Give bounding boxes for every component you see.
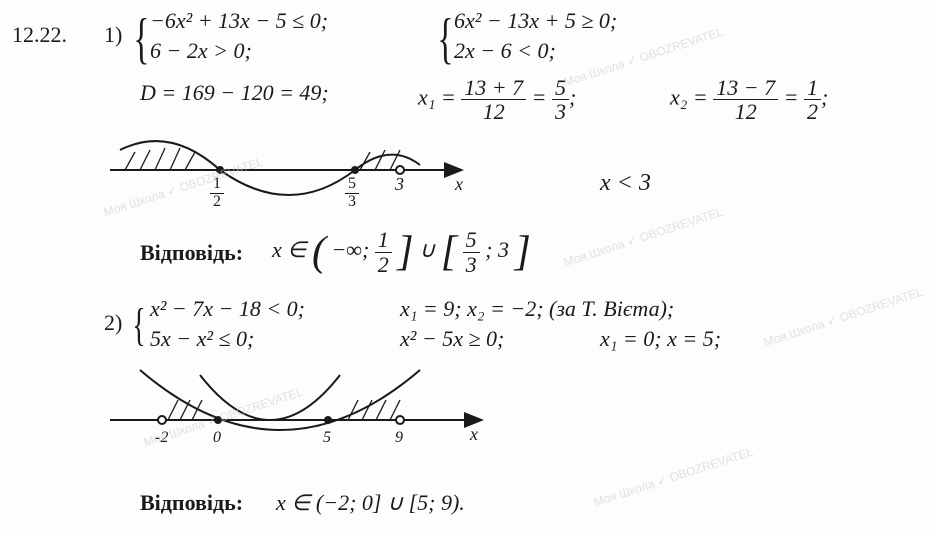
p1-sys-left-1: −6x² + 13x − 5 ≤ 0; (150, 8, 328, 34)
p1-numberline: x 3 (100, 130, 480, 220)
frac-den: 12 (713, 100, 778, 123)
frac-den: 3 (345, 194, 359, 211)
p2-roots2: x₁ = 0; x = 5; (600, 326, 721, 352)
p2-roots1: x₁ = 9; x₂ = −2; (за Т. Вієта); (400, 296, 674, 322)
frac-den: 3 (552, 100, 569, 123)
p1-x2: x₂ = 13 − 712 = 12; (670, 76, 828, 123)
svg-text:x: x (454, 174, 463, 194)
p2-answer-label: Відповідь: (140, 490, 243, 516)
text: ; 3 (485, 237, 509, 262)
part2-label: 2) (104, 310, 122, 336)
p2-sys-2: 5x − x² ≤ 0; (150, 326, 254, 352)
text: x₂ = (670, 85, 708, 110)
svg-text:x: x (469, 424, 478, 444)
text: x₁ = (418, 85, 456, 110)
text: ∪ (419, 237, 435, 262)
page: 12.22. 1) { −6x² + 13x − 5 ≤ 0; 6 − 2x >… (0, 0, 936, 536)
p1-answer-label: Відповідь: (140, 240, 243, 266)
frac-den: 3 (463, 253, 480, 276)
svg-text:3: 3 (394, 174, 404, 194)
svg-text:-2: -2 (155, 429, 168, 446)
frac-den: 12 (461, 100, 526, 123)
text: = (784, 85, 799, 110)
p1-side-note: x < 3 (600, 170, 651, 197)
frac-num: 13 + 7 (461, 76, 526, 100)
p1-x1: x₁ = 13 + 712 = 53; (418, 76, 576, 123)
svg-text:0: 0 (213, 429, 221, 446)
text: x ∈ (272, 237, 306, 262)
part1-label: 1) (104, 22, 122, 48)
frac-den: 2 (804, 100, 821, 123)
bracket-icon: ] (397, 229, 413, 275)
text: = (532, 85, 547, 110)
p1-answer-expr: x ∈ ( −∞; 12 ] ∪ [ 53 ; 3 ] (272, 228, 531, 276)
frac-num: 5 (463, 228, 480, 252)
frac-num: 1 (210, 176, 224, 194)
frac-den: 2 (210, 194, 224, 211)
p1-tick1: 12 (210, 176, 224, 211)
frac-num: 5 (552, 76, 569, 100)
text: −∞; (331, 237, 369, 262)
p2-numberline: -2 0 5 9 x (100, 360, 500, 470)
p1-sys-right-2: 2x − 6 < 0; (454, 38, 556, 64)
svg-text:5: 5 (323, 429, 331, 446)
text: ; (569, 85, 576, 110)
p2-sys-1: x² − 7x − 18 < 0; (150, 296, 305, 322)
p1-sys-left-2: 6 − 2x > 0; (150, 38, 252, 64)
bracket-icon: [ (441, 229, 457, 275)
p2-transform: x² − 5x ≥ 0; (400, 326, 504, 352)
problem-number: 12.22. (12, 22, 67, 48)
frac-num: 13 − 7 (713, 76, 778, 100)
frac-num: 5 (345, 176, 359, 194)
frac-num: 1 (375, 228, 392, 252)
svg-text:9: 9 (395, 429, 403, 446)
frac-den: 2 (375, 253, 392, 276)
bracket-icon: ] (514, 229, 530, 275)
text: ; (821, 85, 828, 110)
p1-tick2: 53 (345, 176, 359, 211)
frac-num: 1 (804, 76, 821, 100)
p1-sys-right-1: 6x² − 13x + 5 ≥ 0; (454, 8, 617, 34)
p1-discriminant: D = 169 − 120 = 49; (140, 80, 329, 106)
paren-icon: ( (312, 229, 326, 275)
p2-answer-text: x ∈ (−2; 0] ∪ [5; 9). (276, 490, 465, 516)
